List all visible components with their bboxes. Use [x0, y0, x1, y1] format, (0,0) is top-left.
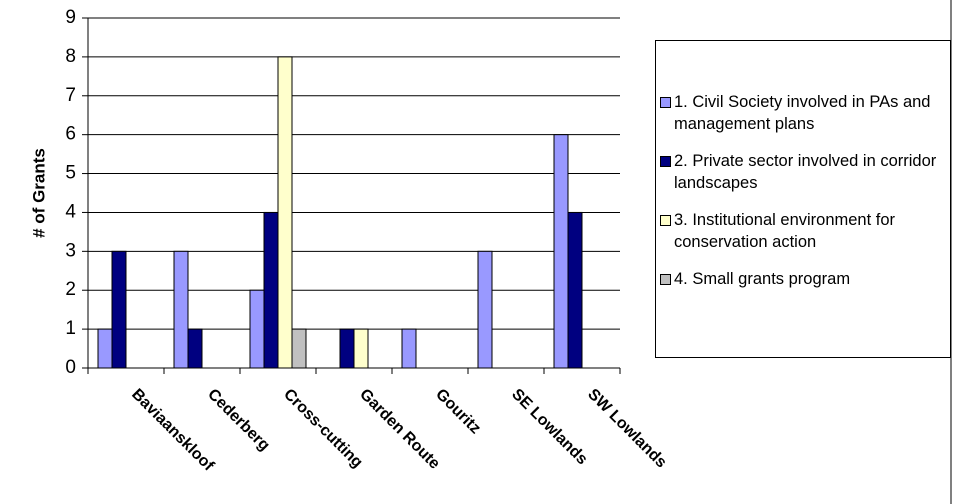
y-tick-label: 4 — [65, 201, 76, 222]
legend-swatch — [660, 156, 671, 167]
x-tick-label: Gouritz — [432, 386, 484, 438]
legend-swatch — [660, 274, 671, 285]
y-tick-label: 2 — [65, 279, 76, 300]
legend-item: 4. Small grants program — [660, 268, 950, 290]
legend-item: 3. Institutional environment for conserv… — [660, 209, 950, 253]
bar — [97, 328, 113, 369]
y-tick-label: 3 — [65, 240, 76, 261]
bar — [567, 211, 583, 369]
bar — [477, 250, 493, 369]
bar — [277, 56, 293, 369]
legend-swatch — [660, 97, 671, 108]
bar — [553, 134, 569, 369]
y-tick-label: 0 — [65, 357, 76, 378]
bar — [401, 328, 417, 369]
y-axis-label: # of Grants — [29, 148, 48, 238]
bar — [353, 328, 369, 369]
y-tick-label: 9 — [65, 7, 76, 28]
x-tick-label: Cross-cutting — [280, 386, 366, 472]
bar — [291, 328, 307, 369]
bar — [263, 211, 279, 369]
y-tick-label: 1 — [65, 318, 76, 339]
legend-label: 2. Private sector involved in corridor l… — [674, 152, 937, 192]
legend-swatch — [660, 215, 671, 226]
legend-label: 3. Institutional environment for conserv… — [674, 211, 896, 251]
bar — [339, 328, 355, 369]
y-tick-label: 6 — [65, 124, 76, 145]
bar — [173, 250, 189, 369]
legend-item: 1. Civil Society involved in PAs and man… — [660, 91, 950, 135]
x-tick-label: SE Lowlands — [508, 386, 591, 469]
bar — [249, 289, 265, 369]
bar — [187, 328, 203, 369]
legend-label: 1. Civil Society involved in PAs and man… — [674, 93, 931, 133]
y-tick-label: 5 — [65, 163, 76, 184]
legend: 1. Civil Society involved in PAs and man… — [655, 40, 951, 358]
legend-item: 2. Private sector involved in corridor l… — [660, 150, 950, 194]
x-tick-label: SW Lowlands — [584, 386, 670, 472]
bar — [111, 250, 127, 369]
legend-label: 4. Small grants program — [674, 270, 851, 288]
y-tick-label: 7 — [65, 85, 76, 106]
x-tick-label: Baviaanskloof — [128, 386, 217, 475]
x-tick-label: Garden Route — [356, 386, 443, 473]
x-tick-label: Cederberg — [204, 386, 273, 455]
y-tick-label: 8 — [65, 46, 76, 67]
